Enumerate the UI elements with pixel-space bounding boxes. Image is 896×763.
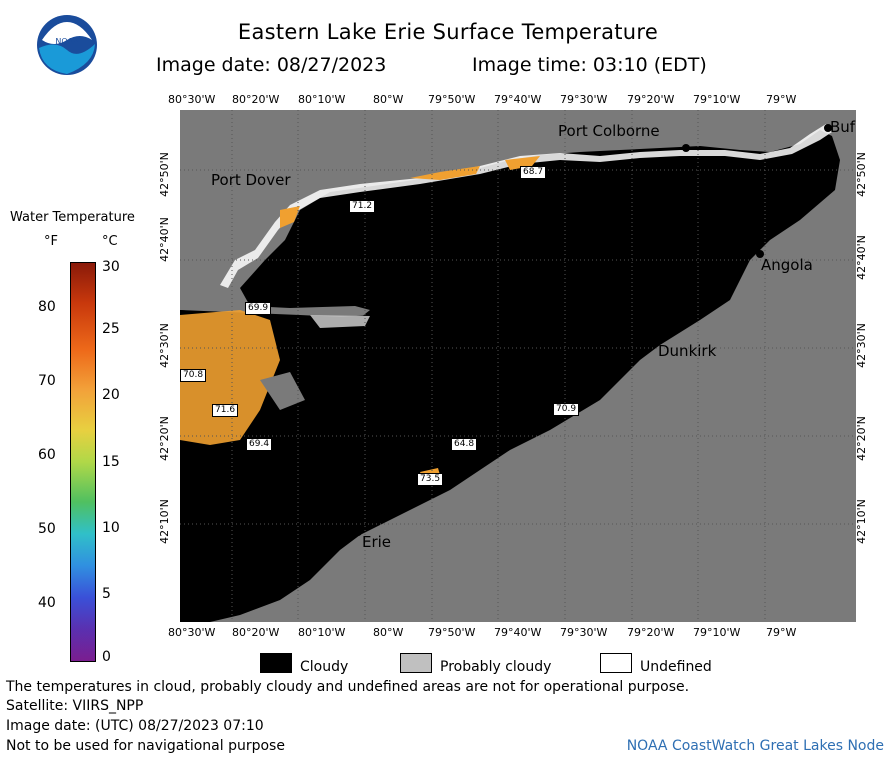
lon-label-top: 79°20'W [627, 93, 675, 106]
f-tick: 40 [38, 595, 56, 611]
temp-label: 70.8 [180, 369, 207, 382]
lat-label-right: 42°30'N [854, 323, 868, 368]
warm-water-patch-north [410, 166, 480, 180]
probably-cloudy-swatch [400, 653, 432, 673]
lat-label-left: 42°30'N [157, 323, 171, 368]
lat-label-left: 42°40'N [157, 217, 171, 262]
undefined-label: Undefined [640, 659, 712, 675]
lake-erie-map [180, 110, 856, 622]
f-tick: 70 [38, 373, 56, 389]
lon-label-bottom: 80°W [373, 626, 404, 639]
undefined-swatch [600, 653, 632, 673]
undefined-shore-fringe [220, 124, 832, 288]
lon-label-top: 79°30'W [560, 93, 608, 106]
lat-label-left: 42°10'N [157, 499, 171, 544]
temperature-color-scale [70, 262, 96, 662]
c-tick: 0 [102, 649, 111, 665]
dunkirk-marker [650, 338, 658, 346]
lon-label-top: 79°W [766, 93, 797, 106]
cloudy-label: Cloudy [300, 659, 349, 675]
warm-water-patch-west [180, 310, 280, 445]
lon-label-top: 79°40'W [494, 93, 542, 106]
city-buffalo: Buf [830, 118, 856, 136]
lon-label-top: 79°50'W [428, 93, 476, 106]
temp-label: 70.9 [553, 403, 580, 416]
buffalo-marker [824, 124, 832, 132]
probably-cloudy-patch [310, 315, 370, 328]
unit-fahrenheit: °F [44, 234, 58, 249]
lon-label-bottom: 80°10'W [298, 626, 346, 639]
temp-label: 71.2 [349, 200, 376, 213]
footer-node-credit: NOAA CoastWatch Great Lakes Node [626, 738, 884, 754]
lon-label-bottom: 79°30'W [560, 626, 608, 639]
lat-label-right: 42°20'N [854, 416, 868, 461]
temp-label: 73.5 [417, 473, 444, 486]
f-tick: 80 [38, 299, 56, 315]
lat-label-right: 42°40'N [854, 235, 868, 280]
port-colborne-marker [682, 144, 690, 152]
warm-water-patch-dover [280, 206, 300, 228]
map-title: Eastern Lake Erie Surface Temperature [237, 20, 659, 44]
lon-label-top: 80°30'W [168, 93, 216, 106]
temp-label: 69.9 [245, 302, 272, 315]
land-patch-west [260, 372, 305, 410]
lon-label-bottom: 79°40'W [494, 626, 542, 639]
footer-nav-warning: Not to be used for navigational purpose [6, 738, 285, 754]
lon-label-top: 80°20'W [232, 93, 280, 106]
city-port-colborne: Port Colborne [558, 122, 660, 140]
lon-label-top: 80°W [373, 93, 404, 106]
lake-cloudy-area [180, 130, 840, 622]
city-angola: Angola [761, 256, 813, 274]
temp-label: 68.7 [520, 166, 547, 179]
footer-utc-date: Image date: (UTC) 08/27/2023 07:10 [6, 718, 264, 734]
c-tick: 10 [102, 520, 120, 536]
graticule [180, 110, 856, 622]
probably-cloudy-label: Probably cloudy [440, 659, 552, 675]
f-tick: 50 [38, 521, 56, 537]
lat-label-right: 42°50'N [854, 152, 868, 197]
lat-label-left: 42°20'N [157, 416, 171, 461]
f-tick: 60 [38, 447, 56, 463]
lon-label-bottom: 79°W [766, 626, 797, 639]
image-date: Image date: 08/27/2023 [156, 54, 387, 76]
c-tick: 15 [102, 454, 120, 470]
footer-note: The temperatures in cloud, probably clou… [6, 679, 690, 695]
city-port-dover: Port Dover [211, 171, 291, 189]
temp-label: 71.6 [212, 404, 239, 417]
warm-water-patch-north2 [505, 156, 540, 170]
lon-label-bottom: 79°20'W [627, 626, 675, 639]
erie-marker [354, 528, 362, 536]
footer-satellite: Satellite: VIIRS_NPP [6, 698, 144, 714]
city-erie: Erie [362, 533, 392, 551]
c-tick: 5 [102, 586, 111, 602]
c-tick: 30 [102, 259, 120, 275]
logo-text: NOAA [55, 37, 79, 46]
city-dunkirk: Dunkirk [658, 342, 717, 360]
lat-label-left: 42°50'N [157, 152, 171, 197]
cloudy-swatch [260, 653, 292, 673]
temp-label: 69.4 [246, 438, 273, 451]
unit-celsius: °C [102, 234, 118, 249]
c-tick: 25 [102, 321, 120, 337]
temp-label: 64.8 [451, 438, 478, 451]
lon-label-top: 80°10'W [298, 93, 346, 106]
lat-label-right: 42°10'N [854, 499, 868, 544]
lon-label-bottom: 80°30'W [168, 626, 216, 639]
angola-marker [756, 250, 764, 258]
noaa-logo: NOAA [36, 14, 98, 76]
legend-title: Water Temperature [10, 210, 135, 225]
c-tick: 20 [102, 387, 120, 403]
lon-label-bottom: 79°10'W [693, 626, 741, 639]
lon-label-bottom: 79°50'W [428, 626, 476, 639]
image-time: Image time: 03:10 (EDT) [472, 54, 707, 76]
lon-label-top: 79°10'W [693, 93, 741, 106]
lon-label-bottom: 80°20'W [232, 626, 280, 639]
